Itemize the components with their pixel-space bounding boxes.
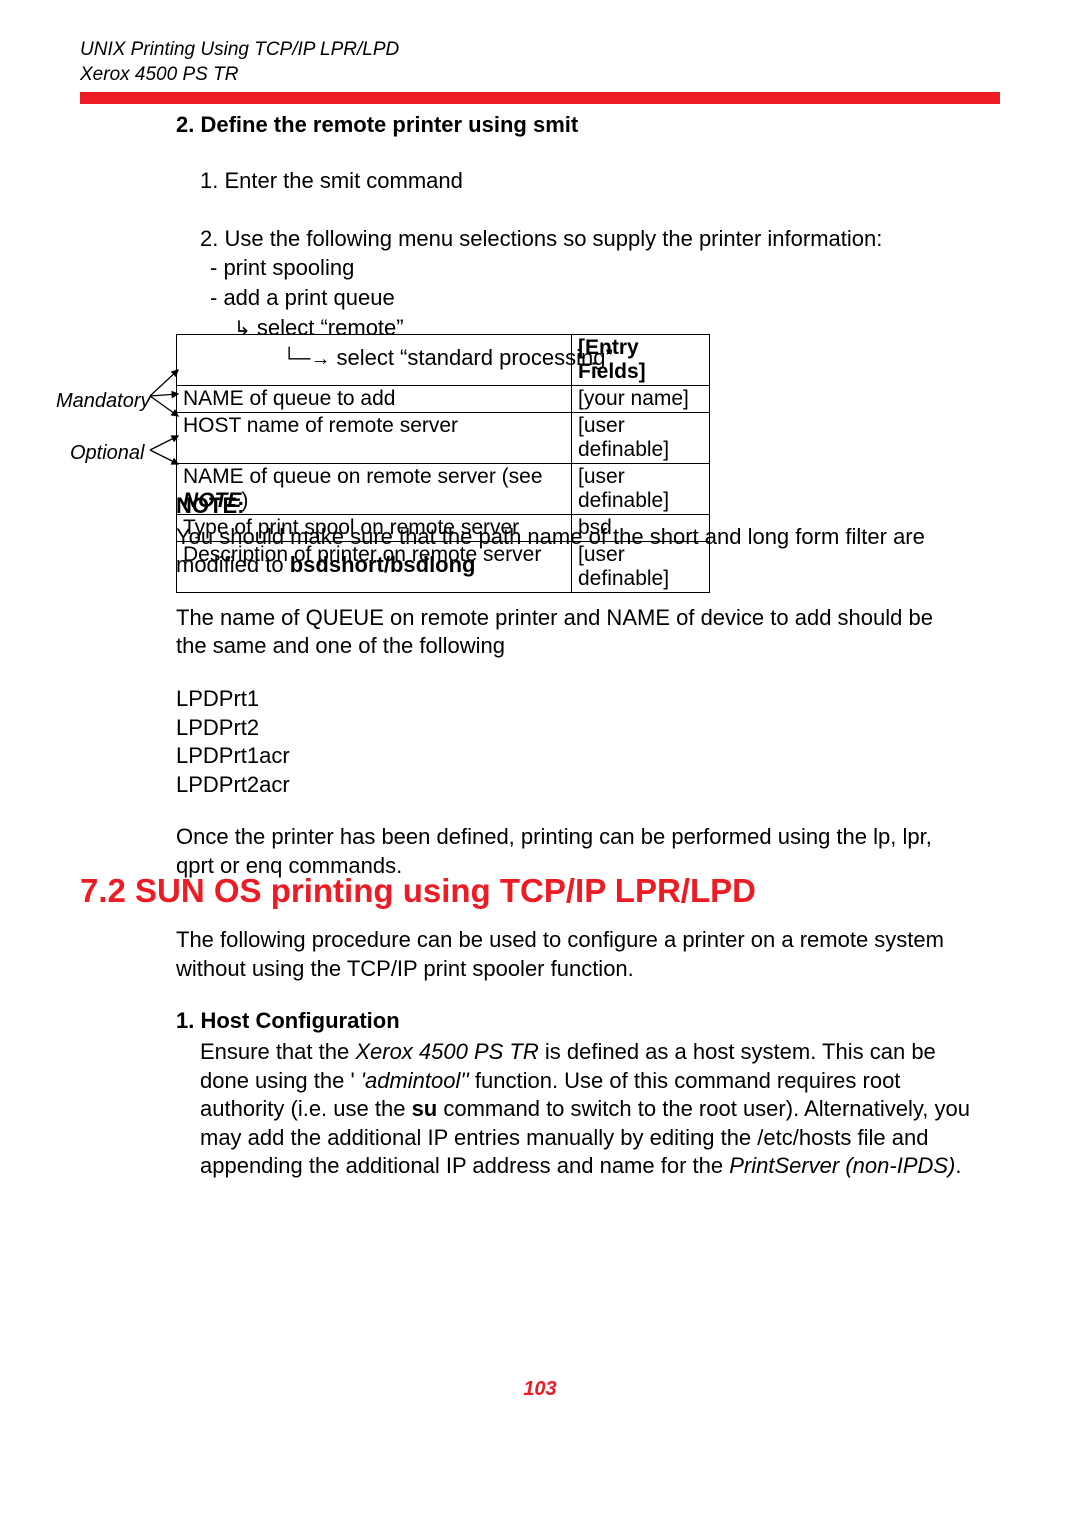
table-header-row: [Entry Fields] — [177, 335, 710, 386]
queue-item: LPDPrt1acr — [176, 742, 956, 771]
sun-intro: The following procedure can be used to c… — [176, 926, 956, 983]
bullet-2: - add a print queue — [210, 283, 1000, 313]
queue-item: LPDPrt2 — [176, 714, 956, 743]
header-rule — [80, 92, 1000, 104]
note-p1: You should make sure that the path name … — [176, 523, 956, 580]
header-line2: Xerox 4500 PS TR — [80, 64, 238, 85]
step-1: 1. Enter the smit command — [200, 166, 1000, 196]
note-p2: The name of QUEUE on remote printer and … — [176, 604, 956, 661]
table-row: HOST name of remote server [user definab… — [177, 413, 710, 464]
note-title: NOTE: — [176, 492, 956, 521]
bullet-1: - print spooling — [210, 253, 1000, 283]
table-row: NAME of queue to add [your name] — [177, 386, 710, 413]
page-number: 103 — [0, 1378, 1080, 1401]
note-block: NOTE: You should make sure that the path… — [176, 492, 956, 905]
table-header: [Entry Fields] — [572, 335, 710, 386]
section-title: 2. Define the remote printer using smit — [176, 112, 1000, 138]
mandatory-label: Mandatory — [56, 390, 151, 413]
queue-item: LPDPrt2acr — [176, 771, 956, 800]
step-2: 2. Use the following menu selections so … — [200, 224, 1000, 254]
queue-item: LPDPrt1 — [176, 685, 956, 714]
host-config-title: 1. Host Configuration — [176, 1008, 400, 1034]
optional-label: Optional — [70, 442, 145, 465]
table-cell: NAME of queue to add — [177, 386, 572, 413]
header-line1: UNIX Printing Using TCP/IP LPR/LPD — [80, 39, 399, 60]
doc-header: UNIX Printing Using TCP/IP LPR/LPD Xerox… — [80, 38, 399, 87]
table-cell: [user definable] — [572, 413, 710, 464]
table-cell — [177, 335, 572, 386]
host-config-para: Ensure that the Xerox 4500 PS TR is defi… — [200, 1038, 970, 1181]
table-cell: [your name] — [572, 386, 710, 413]
table-cell: HOST name of remote server — [177, 413, 572, 464]
section-heading: 7.2 SUN OS printing using TCP/IP LPR/LPD — [80, 872, 756, 910]
queue-list: LPDPrt1 LPDPrt2 LPDPrt1acr LPDPrt2acr — [176, 685, 956, 799]
